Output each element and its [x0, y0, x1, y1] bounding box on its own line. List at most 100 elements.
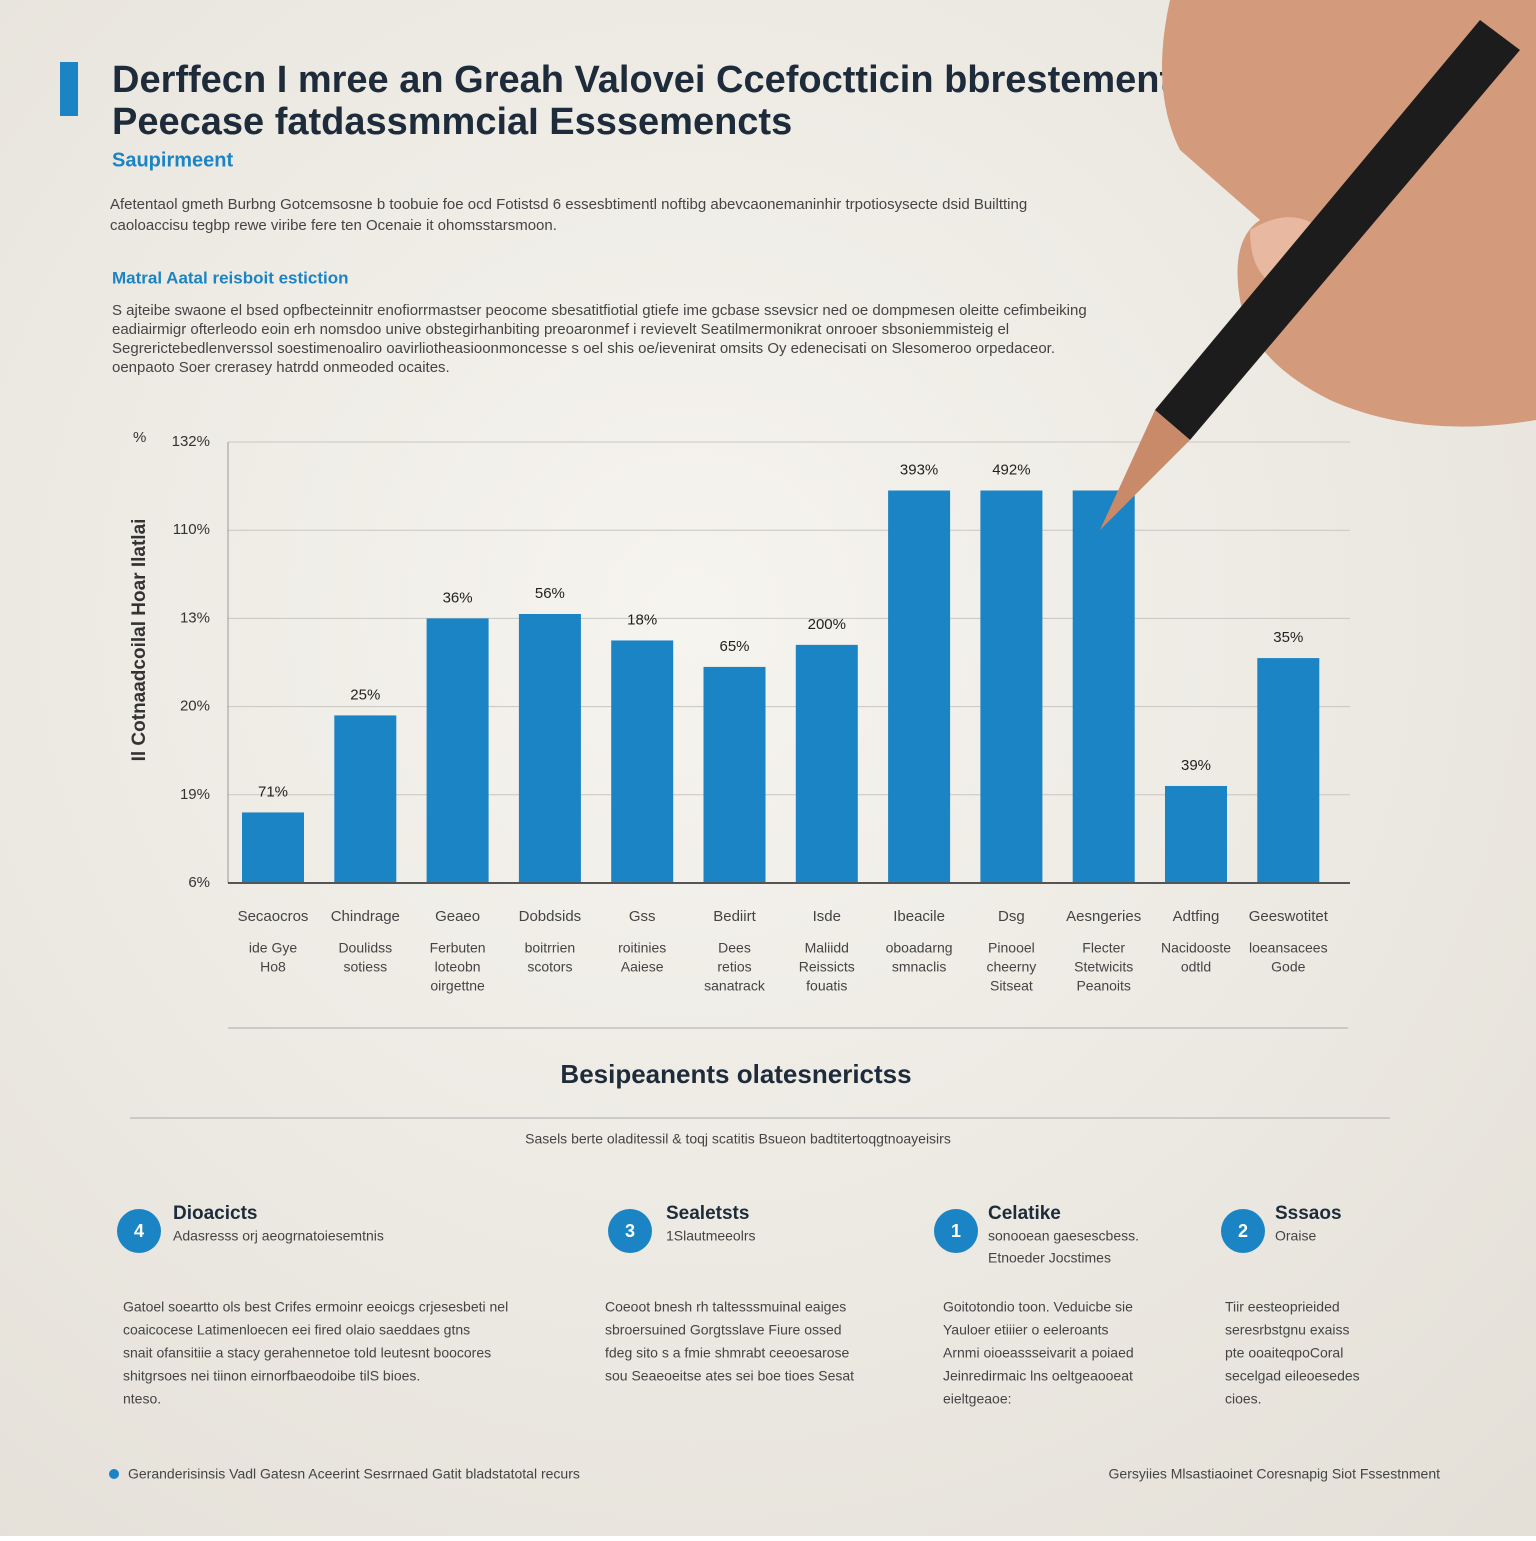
- x-tick-label: Doulidss: [338, 940, 392, 956]
- value-label: 200%: [808, 616, 846, 633]
- footer-left: Geranderisinsis Vadl Gatesn Aceerint Ses…: [128, 1466, 580, 1482]
- value-label: 71%: [258, 783, 288, 800]
- x-tick-label: Nacidooste: [1161, 940, 1231, 956]
- feature-number: 2: [1238, 1221, 1248, 1241]
- feature-subtitle: Oraise: [1275, 1228, 1316, 1244]
- value-label: 393%: [900, 461, 938, 478]
- x-tick-label: Peanoits: [1076, 978, 1130, 994]
- x-tick-label: Gode: [1271, 959, 1305, 975]
- feature-title: Sssaos: [1275, 1203, 1342, 1224]
- feature-number: 1: [951, 1221, 961, 1241]
- feature-title: Dioacicts: [173, 1203, 257, 1224]
- x-tick-label: Dees: [718, 940, 751, 956]
- feature-text: pte ooaiteqpoCoral: [1225, 1345, 1343, 1361]
- feature-badge: [608, 1209, 652, 1253]
- x-tick-label: roitinies: [618, 940, 666, 956]
- bar: [611, 640, 674, 883]
- section-text: Segrerictebedlenverssol soestimenoaliro …: [112, 340, 1055, 357]
- intro-text: caoloaccisu tegbp rewe viribe fere ten O…: [110, 217, 557, 234]
- value-label: 492%: [992, 461, 1030, 478]
- intro-text: Afetentaol gmeth Burbng Gotcemsosne b to…: [110, 196, 1027, 213]
- x-tick-label: boitrrien: [525, 940, 576, 956]
- y-tick-label: 110%: [173, 521, 210, 538]
- feature-badge: [117, 1209, 161, 1253]
- pen-tip: [1100, 410, 1190, 530]
- x-tick-label: Ferbuten: [430, 940, 486, 956]
- feature-text: Tiir eesteoprieided: [1225, 1299, 1340, 1315]
- y-tick-label: 6%: [188, 874, 210, 891]
- section-text: oenpaoto Soer crerasey hatrdd onmeoded o…: [112, 359, 450, 376]
- x-tick-label: oirgettne: [430, 978, 485, 994]
- feature-subtitle: 1Slautmeeolrs: [666, 1228, 756, 1244]
- x-tick-label: scotors: [527, 959, 572, 975]
- value-label: 65%: [719, 638, 749, 655]
- footer-dot: [109, 1469, 119, 1479]
- x-tick-label: Dsg: [998, 908, 1025, 925]
- feature-text: eieltgeaoe:: [943, 1391, 1012, 1407]
- x-tick-label: Gss: [629, 908, 656, 925]
- x-tick-label: Pinooel: [988, 940, 1035, 956]
- feature-text: Gatoel soeartto ols best Crifes ermoinr …: [123, 1299, 508, 1315]
- bar: [334, 715, 397, 883]
- x-tick-label: Dobdsids: [519, 908, 582, 925]
- bar: [1072, 490, 1135, 883]
- x-tick-label: Sitseat: [990, 978, 1033, 994]
- feature-text: seresrbstgnu exaiss: [1225, 1322, 1350, 1338]
- x-tick-label: Adtfing: [1173, 908, 1220, 925]
- bar: [518, 613, 581, 883]
- section-title: Matral Aatal reisboit estiction: [112, 268, 348, 287]
- feature-badge: [934, 1209, 978, 1253]
- x-tick-label: Flecter: [1082, 940, 1125, 956]
- feature-text: nteso.: [123, 1391, 161, 1407]
- feature-text: secelgad eileoesedes: [1225, 1368, 1360, 1384]
- summary-caption: Sasels berte oladitessil & toqj scatitis…: [525, 1131, 951, 1147]
- bar: [703, 666, 766, 883]
- feature-number: 3: [625, 1221, 635, 1241]
- x-tick-label: Ibeacile: [893, 908, 945, 925]
- section-text: eadiairmigr ofterleodo eoin erh nomsdoo …: [112, 321, 1009, 338]
- x-tick-label: Isde: [813, 908, 841, 925]
- section-text: S ajteibe swaone el bsed opfbecteinnitr …: [112, 302, 1087, 319]
- bar: [888, 490, 951, 883]
- feature-subtitle: Etnoeder Jocstimes: [988, 1250, 1111, 1266]
- x-tick-label: Reissicts: [799, 959, 855, 975]
- title: Peecase fatdassmmciaI Esssemencts: [112, 101, 792, 143]
- value-label: 35%: [1273, 629, 1303, 646]
- title-accent: [60, 62, 78, 116]
- bar: [795, 644, 858, 883]
- feature-text: Arnmi oioeassseivarit a poiaed: [943, 1345, 1134, 1361]
- feature-subtitle: sonooean gaesescbess.: [988, 1228, 1139, 1244]
- feature-text: coaicocese Latimenloecen eei fired olaio…: [123, 1322, 470, 1338]
- y-axis-label: Il Cotnaadcoilal Hoar Ilatlai: [129, 519, 150, 762]
- feature-text: snait ofansitiie a stacy gerahennetoe to…: [123, 1345, 491, 1361]
- x-tick-label: loteobn: [435, 959, 481, 975]
- x-tick-label: Bediirt: [713, 908, 756, 925]
- feature-text: Jeinredirmaic lns oeltgeaooeat: [943, 1368, 1133, 1384]
- x-tick-label: Chindrage: [331, 908, 400, 925]
- x-tick-label: Ho8: [260, 959, 286, 975]
- feature-text: Coeoot bnesh rh taltesssmuinal eaiges: [605, 1299, 846, 1315]
- x-tick-label: Maliidd: [805, 940, 849, 956]
- value-label: 56%: [535, 585, 565, 602]
- x-tick-label: retios: [717, 959, 751, 975]
- y-tick-label: 19%: [180, 786, 210, 803]
- feature-number: 4: [134, 1221, 144, 1241]
- x-tick-label: cheerny: [986, 959, 1036, 975]
- y-unit: %: [133, 429, 146, 446]
- x-tick-label: ide Gye: [249, 940, 297, 956]
- value-label: 39%: [1181, 757, 1211, 774]
- x-tick-label: sotiess: [344, 959, 388, 975]
- value-label: 18%: [627, 611, 657, 628]
- feature-text: Yauloer etiiier o eeleroants: [943, 1322, 1109, 1338]
- feature-text: cioes.: [1225, 1391, 1262, 1407]
- feature-text: fdeg sito s a fmie shmrabt ceeoesarose: [605, 1345, 850, 1361]
- bar: [980, 490, 1043, 883]
- footer-right: Gersyiies Mlsastiaoinet Coresnapig Siot …: [1109, 1466, 1441, 1482]
- feature-text: sbroersuined Gorgtsslave Fiure ossed: [605, 1322, 842, 1338]
- x-tick-label: Aaiese: [621, 959, 664, 975]
- summary-title: Besipeanents olatesnerictss: [560, 1059, 911, 1089]
- x-tick-label: smnaclis: [892, 959, 946, 975]
- pen: [1155, 20, 1520, 440]
- feature-text: shitgrsoes nei tiinon eirnorfbaeodoibe t…: [123, 1368, 420, 1384]
- bar: [1257, 658, 1320, 883]
